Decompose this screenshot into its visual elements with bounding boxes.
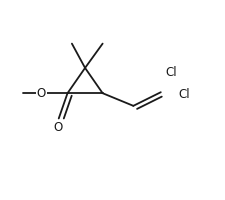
Text: Cl: Cl (165, 66, 177, 79)
Text: O: O (53, 121, 62, 134)
Text: Cl: Cl (178, 88, 190, 101)
Text: O: O (36, 87, 46, 100)
